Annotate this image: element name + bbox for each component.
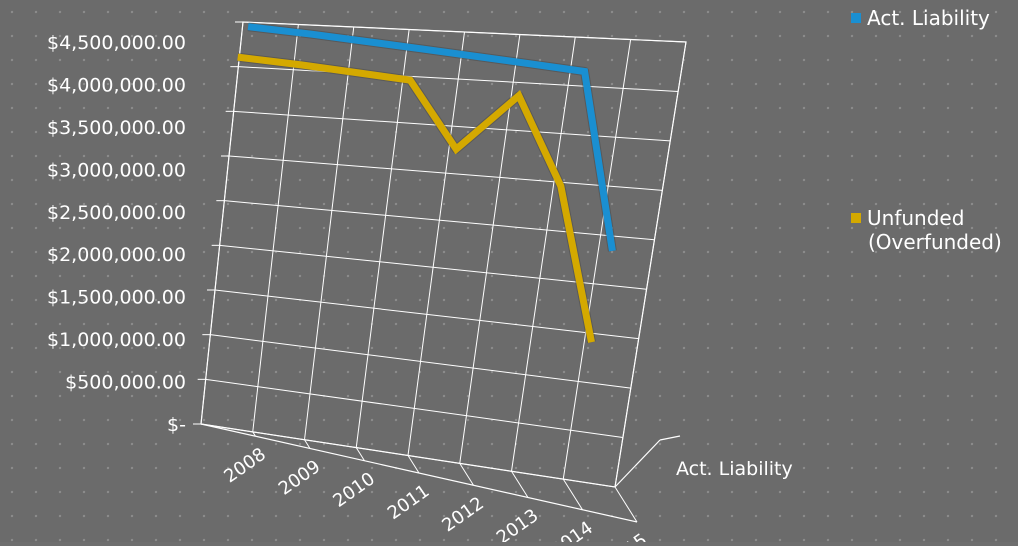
- x-tick-label: 2012: [438, 493, 488, 536]
- chart-series: [238, 27, 613, 343]
- category-gridline: [253, 25, 299, 432]
- series-line-0: [248, 27, 612, 251]
- y-tick-label: $3,500,000.00: [47, 117, 186, 139]
- floor-gridline: [512, 471, 529, 497]
- legend-item-unfunded: Unfunded (Overfunded): [851, 206, 1002, 254]
- category-gridline: [201, 22, 243, 424]
- floor-gridline: [563, 479, 582, 510]
- y-tick-label: $1,500,000.00: [47, 287, 186, 309]
- x-tick-label: 2009: [275, 456, 325, 499]
- series-line-shadow: [238, 57, 592, 342]
- chart-axes: [193, 22, 680, 522]
- chart-gridlines: [201, 22, 686, 522]
- legend-label-line1: Unfunded: [867, 206, 964, 230]
- floor-gridline: [615, 487, 637, 522]
- y-tick-label: $1,000,000.00: [47, 329, 186, 351]
- x-tick-label: 2014: [547, 517, 597, 542]
- depth-axis-tick: [660, 436, 680, 440]
- legend-swatch-blue: [851, 13, 861, 23]
- x-tick-label: 2010: [329, 468, 379, 511]
- legend-label-line2: (Overfunded): [868, 230, 1002, 254]
- y-tick-label: $-: [167, 414, 186, 436]
- category-gridline: [305, 27, 354, 440]
- y-tick-label: $4,000,000.00: [47, 74, 186, 96]
- chart-walls: [201, 22, 686, 487]
- series-line-shadow: [248, 27, 612, 251]
- y-tick-label: $500,000.00: [65, 372, 186, 394]
- floor-gridline: [460, 463, 474, 485]
- depth-axis-label: Act. Liability: [676, 458, 793, 480]
- category-gridline: [615, 42, 686, 487]
- legend-label: Act. Liability: [867, 6, 990, 30]
- x-tick-label: 2011: [384, 481, 434, 524]
- y-tick-label: $4,500,000.00: [47, 32, 186, 54]
- x-tick-label: 2015: [602, 530, 652, 542]
- category-gridline: [356, 30, 409, 448]
- y-tick-label: $2,500,000.00: [47, 202, 186, 224]
- legend-swatch-gold: [851, 213, 861, 223]
- x-tick-label: 2013: [493, 505, 543, 542]
- back-wall: [201, 22, 686, 487]
- y-axis-tick-labels: $- $500,000.00 $1,000,000.00 $1,500,000.00 $…: [47, 32, 186, 436]
- series-line-1: [238, 57, 592, 342]
- x-tick-label: 2008: [220, 444, 270, 487]
- legend-item-act-liability: Act. Liability: [851, 6, 990, 30]
- y-tick-label: $2,000,000.00: [47, 244, 186, 266]
- y-tick-label: $3,000,000.00: [47, 159, 186, 181]
